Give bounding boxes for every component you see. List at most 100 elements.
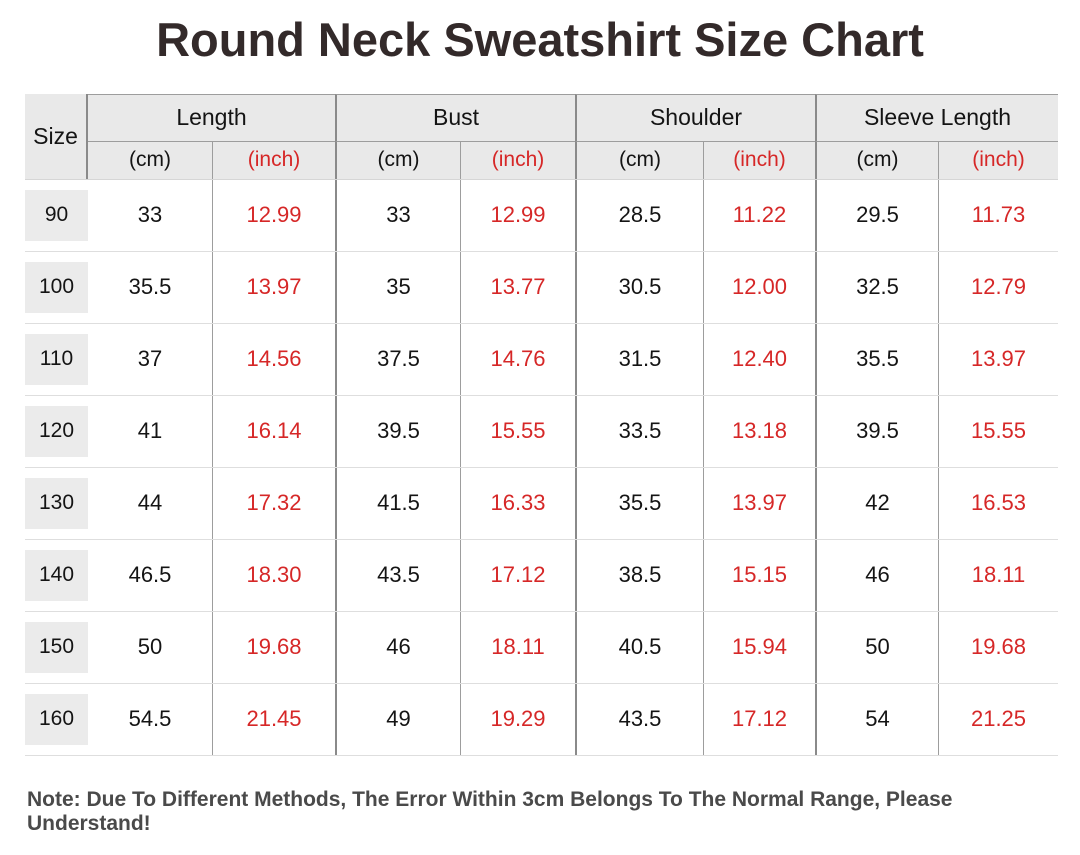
size-value: 90: [25, 189, 88, 241]
table-row: 130 44 17.32 41.5 16.33 35.5 13.97 42 16…: [25, 467, 1058, 540]
bust-inch-value: 16.33: [460, 467, 575, 539]
column-header-size: Size: [25, 93, 88, 179]
sleeve-cm-value: 32.5: [815, 251, 938, 323]
length-inch-value: 21.45: [212, 683, 335, 755]
unit-header-bust-cm: (cm): [335, 141, 460, 179]
size-value: 120: [25, 405, 88, 457]
unit-header-length-cm: (cm): [129, 148, 171, 172]
sleeve-inch-value: 19.68: [938, 611, 1058, 683]
sleeve-cm-value: 54: [815, 683, 938, 755]
size-cell: 160: [25, 684, 88, 755]
shoulder-cm-value: 35.5: [575, 467, 703, 539]
sleeve-inch-value: 16.53: [938, 467, 1058, 539]
shoulder-inch-value: 17.12: [703, 683, 815, 755]
sleeve-cm-value: 46: [815, 539, 938, 611]
sleeve-inch-value: 15.55: [938, 395, 1058, 467]
sleeve-cm-value: 39.5: [815, 395, 938, 467]
shoulder-cm-value: 31.5: [575, 323, 703, 395]
shoulder-cm-value: 40.5: [575, 611, 703, 683]
unit-header-length-inch: (inch): [212, 141, 335, 179]
shoulder-inch-value: 15.15: [703, 539, 815, 611]
length-cm-value: 33: [137, 202, 163, 228]
shoulder-inch-value: 11.22: [703, 179, 815, 251]
bust-inch-value: 17.12: [460, 539, 575, 611]
size-chart-table: Size Length Bust Shoulder Sleeve Length …: [25, 93, 1058, 756]
size-value: 150: [25, 621, 88, 673]
unit-header-shoulder-inch: (inch): [703, 141, 815, 179]
length-inch-value: 13.97: [212, 251, 335, 323]
bust-inch-value: 12.99: [460, 179, 575, 251]
unit-header-sleeve-inch: (inch): [938, 141, 1058, 179]
size-value: 100: [25, 261, 88, 313]
shoulder-cm-value: 30.5: [575, 251, 703, 323]
shoulder-cm-value: 28.5: [575, 179, 703, 251]
sleeve-cm-value: 42: [815, 467, 938, 539]
column-header-sleeve-length: Sleeve Length: [815, 93, 1058, 142]
sleeve-cm-value: 35.5: [815, 323, 938, 395]
length-cm-value: 46.5: [128, 562, 172, 588]
table-body: 90 33 12.99 33 12.99 28.5 11.22 29.5 11.…: [25, 179, 1058, 756]
size-value: 110: [25, 333, 88, 385]
table-row: 90 33 12.99 33 12.99 28.5 11.22 29.5 11.…: [25, 179, 1058, 252]
table-row: 110 37 14.56 37.5 14.76 31.5 12.40 35.5 …: [25, 323, 1058, 396]
unit-header-sleeve-cm: (cm): [815, 141, 938, 179]
size-cell: 150: [25, 612, 88, 683]
bust-cm-value: 39.5: [335, 395, 460, 467]
length-cm-value: 37: [137, 346, 163, 372]
table-row: 140 46.5 18.30 43.5 17.12 38.5 15.15 46 …: [25, 539, 1058, 612]
bust-inch-value: 15.55: [460, 395, 575, 467]
length-inch-value: 14.56: [212, 323, 335, 395]
column-header-length: Length: [88, 93, 335, 142]
bust-cm-value: 35: [335, 251, 460, 323]
sleeve-inch-value: 11.73: [938, 179, 1058, 251]
bust-cm-value: 46: [335, 611, 460, 683]
sleeve-inch-value: 13.97: [938, 323, 1058, 395]
size-cell: 120: [25, 396, 88, 467]
sleeve-inch-value: 21.25: [938, 683, 1058, 755]
shoulder-inch-value: 13.18: [703, 395, 815, 467]
shoulder-inch-value: 15.94: [703, 611, 815, 683]
bust-inch-value: 19.29: [460, 683, 575, 755]
bust-inch-value: 14.76: [460, 323, 575, 395]
unit-header-shoulder-cm: (cm): [575, 141, 703, 179]
shoulder-inch-value: 13.97: [703, 467, 815, 539]
page-title: Round Neck Sweatshirt Size Chart: [156, 13, 924, 66]
bust-inch-value: 13.77: [460, 251, 575, 323]
shoulder-inch-value: 12.00: [703, 251, 815, 323]
sleeve-cm-value: 29.5: [815, 179, 938, 251]
sleeve-inch-value: 18.11: [938, 539, 1058, 611]
shoulder-cm-value: 33.5: [575, 395, 703, 467]
length-cm-value: 54.5: [128, 706, 172, 732]
note-text: Note: Due To Different Methods, The Erro…: [27, 787, 953, 835]
size-cell: 100: [25, 252, 88, 323]
bust-cm-value: 43.5: [335, 539, 460, 611]
size-value: 160: [25, 693, 88, 745]
sleeve-inch-value: 12.79: [938, 251, 1058, 323]
length-inch-value: 19.68: [212, 611, 335, 683]
length-cm-value: 44: [137, 490, 163, 516]
table-row: 150 50 19.68 46 18.11 40.5 15.94 50 19.6…: [25, 611, 1058, 684]
length-cm-value: 35.5: [128, 274, 172, 300]
table-row: 160 54.5 21.45 49 19.29 43.5 17.12 54 21…: [25, 683, 1058, 756]
length-inch-value: 12.99: [212, 179, 335, 251]
length-cm-value: 41: [137, 418, 163, 444]
size-cell: 110: [25, 324, 88, 395]
length-inch-value: 18.30: [212, 539, 335, 611]
bust-cm-value: 33: [335, 179, 460, 251]
bust-cm-value: 49: [335, 683, 460, 755]
bust-cm-value: 37.5: [335, 323, 460, 395]
size-cell: 90: [25, 180, 88, 251]
size-value: 130: [25, 477, 88, 529]
size-cell: 140: [25, 540, 88, 611]
length-inch-value: 17.32: [212, 467, 335, 539]
length-inch-value: 16.14: [212, 395, 335, 467]
sleeve-cm-value: 50: [815, 611, 938, 683]
table-row: 100 35.5 13.97 35 13.77 30.5 12.00 32.5 …: [25, 251, 1058, 324]
column-header-bust: Bust: [335, 93, 575, 142]
size-value: 140: [25, 549, 88, 601]
bust-inch-value: 18.11: [460, 611, 575, 683]
shoulder-inch-value: 12.40: [703, 323, 815, 395]
column-header-shoulder: Shoulder: [575, 93, 815, 142]
bust-cm-value: 41.5: [335, 467, 460, 539]
shoulder-cm-value: 38.5: [575, 539, 703, 611]
